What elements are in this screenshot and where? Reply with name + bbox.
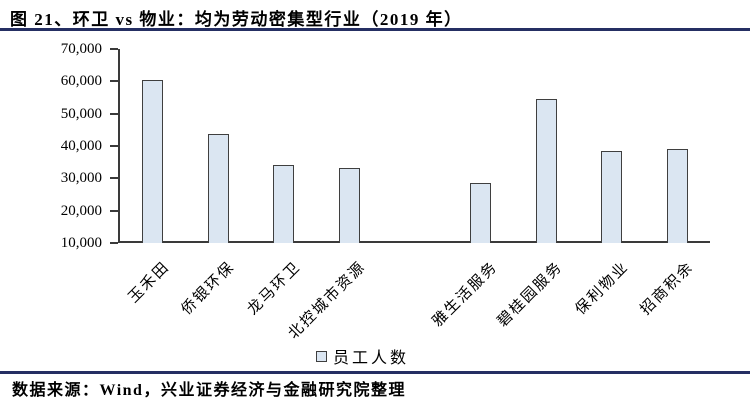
legend-label: 员工人数 [333,350,410,367]
bar-北控城市资源 [338,168,360,243]
y-axis-tick [110,242,118,244]
bar-龙马环卫 [273,165,295,243]
bar-保利物业 [601,150,623,243]
x-axis-label: 招商积余 [637,258,698,319]
y-axis-tick [110,177,118,180]
bar-侨银环保 [207,134,229,243]
y-axis-label: 10,000 [60,235,102,251]
x-axis-label: 龙马环卫 [244,258,305,319]
bar-招商积余 [666,148,688,243]
x-axis-label: 侨银环保 [179,258,239,319]
y-axis-tick [110,80,118,83]
bar-雅生活服务 [470,183,492,243]
y-axis-label: 50,000 [60,105,102,122]
y-axis-tick [110,145,118,147]
y-axis-label: 70,000 [60,41,102,57]
x-axis-label: 保利物业 [572,258,632,319]
y-axis-tick [110,48,118,50]
figure-title: 图 21、环卫 vs 物业：均为劳动密集型行业（2019 年） [10,10,463,29]
y-axis-label: 20,000 [60,202,102,219]
y-axis-label: 40,000 [60,138,102,154]
y-axis-tick [110,112,118,115]
footer-divider [0,371,750,374]
title-divider [0,28,750,31]
bar-玉禾田 [142,80,164,243]
x-axis-label: 碧桂园服务 [494,258,567,331]
legend: 员工人数 [316,344,409,368]
x-axis-label: 雅生活服务 [429,258,501,331]
x-axis-label: 玉禾田 [125,258,173,307]
data-source-text: 数据来源：Wind，兴业证券经济与金融研究院整理 [12,382,406,399]
y-axis-label: 60,000 [60,73,102,90]
plot-area [118,49,710,243]
y-axis-tick [110,209,118,212]
bar-碧桂园服务 [535,99,557,243]
y-axis-label: 30,000 [60,170,102,187]
legend-marker-square [316,350,327,362]
